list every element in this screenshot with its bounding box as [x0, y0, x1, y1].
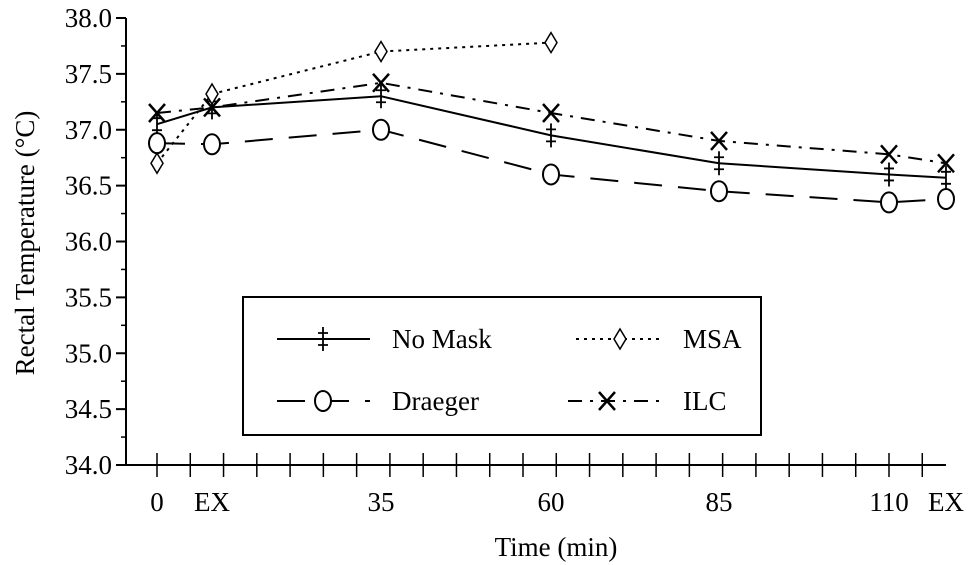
y-axis-title: Rectal Temperature (°C) — [10, 111, 40, 376]
data-point — [203, 133, 221, 156]
series-ilc — [148, 72, 955, 174]
legend-label: No Mask — [392, 324, 492, 354]
y-tick-label: 37.0 — [65, 115, 112, 145]
data-point — [546, 123, 556, 148]
series-draeger — [148, 118, 955, 214]
series-msa — [150, 31, 558, 175]
data-point — [203, 97, 221, 118]
series-layer — [148, 31, 955, 214]
data-point — [941, 165, 951, 190]
x-tick-label: 110 — [869, 487, 909, 517]
legend-box — [242, 296, 762, 436]
y-tick-label: 36.5 — [65, 171, 112, 201]
data-point — [937, 188, 955, 211]
data-point — [205, 82, 219, 106]
x-tick-label: 0 — [150, 487, 164, 517]
y-tick-label: 34.0 — [65, 450, 112, 480]
x-tick-label: 60 — [538, 487, 565, 517]
data-point — [376, 84, 386, 109]
data-point — [710, 180, 728, 203]
y-tick-label: 34.5 — [65, 394, 112, 424]
y-tick-label: 35.5 — [65, 282, 112, 312]
data-point — [880, 191, 898, 214]
data-point — [714, 151, 724, 176]
legend-label: ILC — [683, 386, 727, 416]
data-point — [542, 103, 560, 123]
data-point — [880, 144, 898, 165]
x-tick-label: EX — [194, 487, 230, 517]
data-point — [148, 103, 166, 123]
data-point — [884, 162, 894, 187]
legend: No Mask MSA Draeger ILC — [242, 296, 762, 436]
data-point — [710, 131, 728, 151]
data-point — [372, 118, 390, 141]
axes: 34.0 34.5 35.0 35.5 36.0 36.5 37.0 37.5 38.0 0 EX 3… — [65, 3, 965, 517]
y-tick-label: 38.0 — [65, 3, 112, 33]
data-point — [544, 31, 558, 55]
legend-marker — [613, 327, 627, 351]
data-point — [374, 40, 388, 63]
x-tick-label: 35 — [368, 487, 395, 517]
legend-marker — [314, 390, 332, 412]
data-point — [937, 153, 955, 174]
y-tick-label: 37.5 — [65, 59, 112, 89]
legend-marker — [598, 391, 616, 411]
legend-label: MSA — [683, 324, 742, 354]
data-point — [148, 132, 166, 155]
x-tick-label: 85 — [706, 487, 733, 517]
x-axis-title: Time (min) — [495, 532, 618, 562]
legend-marker — [318, 327, 328, 351]
y-tick-label: 35.0 — [65, 338, 112, 368]
legend-label: Draeger — [392, 386, 479, 416]
x-tick-label: EX — [928, 487, 964, 517]
data-point — [542, 163, 560, 186]
y-tick-label: 36.0 — [65, 227, 112, 257]
series-line — [156, 81, 947, 165]
data-point — [372, 72, 390, 93]
data-point — [150, 151, 164, 175]
